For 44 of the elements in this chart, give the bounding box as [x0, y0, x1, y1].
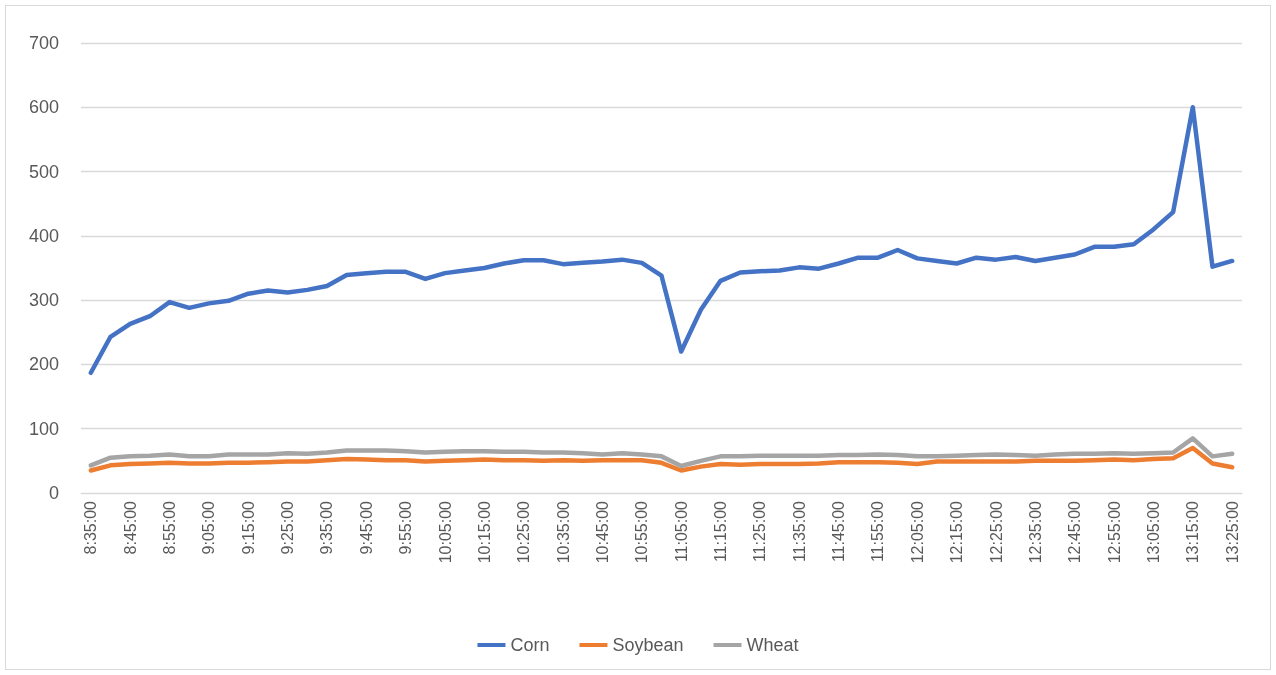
x-tick-label: 9:45:00: [357, 500, 375, 555]
x-tick-label: 10:55:00: [633, 500, 651, 564]
x-tick-label: 12:05:00: [908, 500, 926, 564]
y-tick-label: 100: [28, 418, 59, 439]
line-series: [88, 445, 1235, 473]
x-tick-label: 9:05:00: [200, 500, 218, 555]
x-tick-label: 8:55:00: [161, 500, 179, 555]
x-tick-label: 10:15:00: [475, 500, 493, 564]
y-tick-label: 600: [28, 97, 59, 118]
x-tick-label: 11:15:00: [712, 500, 730, 563]
legend-label: Soybean: [612, 635, 684, 655]
x-tick-label: 12:15:00: [948, 500, 966, 564]
x-tick-label: 11:45:00: [830, 500, 848, 563]
x-tick-label: 9:55:00: [397, 500, 415, 555]
x-tick-label: 12:25:00: [987, 500, 1005, 564]
y-tick-label: 400: [28, 225, 59, 246]
x-tick-label: 12:45:00: [1066, 500, 1084, 564]
x-tick-label: 13:25:00: [1223, 500, 1241, 564]
x-tick-label: 12:55:00: [1105, 500, 1123, 564]
x-tick-label: 13:05:00: [1144, 500, 1162, 564]
y-tick-label: 300: [28, 290, 59, 311]
x-tick-label: 8:45:00: [121, 500, 139, 555]
y-tick-label: 200: [28, 354, 59, 375]
x-tick-label: 10:25:00: [515, 500, 533, 564]
x-tick-label: 10:45:00: [593, 500, 611, 564]
x-tick-label: 13:15:00: [1184, 500, 1202, 564]
y-tick-label: 0: [48, 483, 59, 503]
line-series: [88, 105, 1235, 376]
line-series: [88, 436, 1235, 469]
x-tick-label: 12:35:00: [1026, 500, 1044, 564]
x-tick-label: 8:35:00: [82, 500, 100, 555]
x-tick-label: 10:05:00: [436, 500, 454, 564]
x-tick-label: 11:25:00: [751, 500, 769, 563]
x-tick-label: 11:05:00: [672, 500, 690, 563]
y-tick-label: 500: [28, 161, 59, 182]
legend-label: Wheat: [746, 635, 799, 655]
x-tick-label: 11:55:00: [869, 500, 887, 563]
x-tick-label: 9:15:00: [239, 500, 257, 555]
legend-label: Corn: [510, 635, 550, 655]
x-tick-label: 9:35:00: [318, 500, 336, 555]
x-tick-label: 11:35:00: [790, 500, 808, 563]
y-tick-label: 700: [28, 33, 59, 53]
x-tick-label: 10:35:00: [554, 500, 572, 564]
x-tick-label: 9:25:00: [279, 500, 297, 555]
